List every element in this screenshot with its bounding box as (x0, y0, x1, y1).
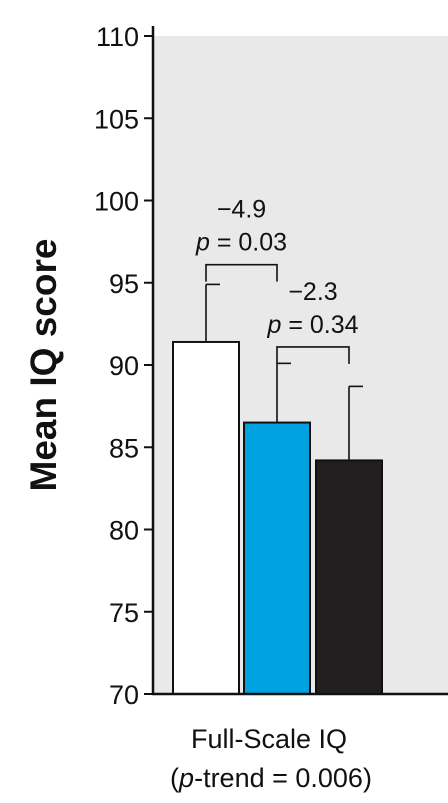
sublabel-suffix: -trend = 0.006) (194, 763, 372, 793)
y-tick-label: 95 (109, 269, 139, 299)
p-value-text: = 0.03 (210, 229, 287, 257)
sublabel-prefix: ( (170, 763, 179, 793)
y-tick-label: 85 (109, 433, 139, 463)
comparison-p-value: p = 0.03 (195, 229, 287, 257)
x-category-sublabel: (p-trend = 0.006) (170, 763, 372, 793)
y-tick-label: 80 (109, 516, 139, 546)
p-symbol: p (195, 229, 210, 257)
error-bars (205, 283, 363, 461)
bar (315, 459, 383, 695)
bar (172, 340, 240, 695)
sublabel-italic: p (178, 763, 194, 793)
comparison-bracket (205, 263, 278, 282)
bar (243, 421, 311, 695)
p-value-text: = 0.34 (281, 311, 358, 339)
y-tick-label: 100 (94, 187, 139, 217)
y-axis-label: Mean IQ score (23, 239, 64, 492)
y-tick-label: 70 (109, 680, 139, 710)
y-tick-label: 75 (109, 598, 139, 628)
x-category-label: Full-Scale IQ (191, 724, 347, 754)
comparison-annotations: −4.9p = 0.03−2.3p = 0.34 (195, 196, 359, 339)
comparison-bracket (276, 346, 350, 364)
p-symbol: p (266, 311, 281, 339)
y-tick-label: 105 (94, 104, 139, 134)
comparison-p-value: p = 0.34 (266, 311, 358, 339)
comparison-brackets (205, 263, 350, 364)
comparison-difference: −2.3 (288, 278, 337, 306)
y-tick-label: 110 (96, 22, 139, 52)
y-axis-ticks: 70 75 80 85 90 95 100 105 110 (94, 22, 153, 710)
y-tick-label: 90 (109, 351, 139, 381)
comparison-difference: −4.9 (217, 196, 266, 224)
